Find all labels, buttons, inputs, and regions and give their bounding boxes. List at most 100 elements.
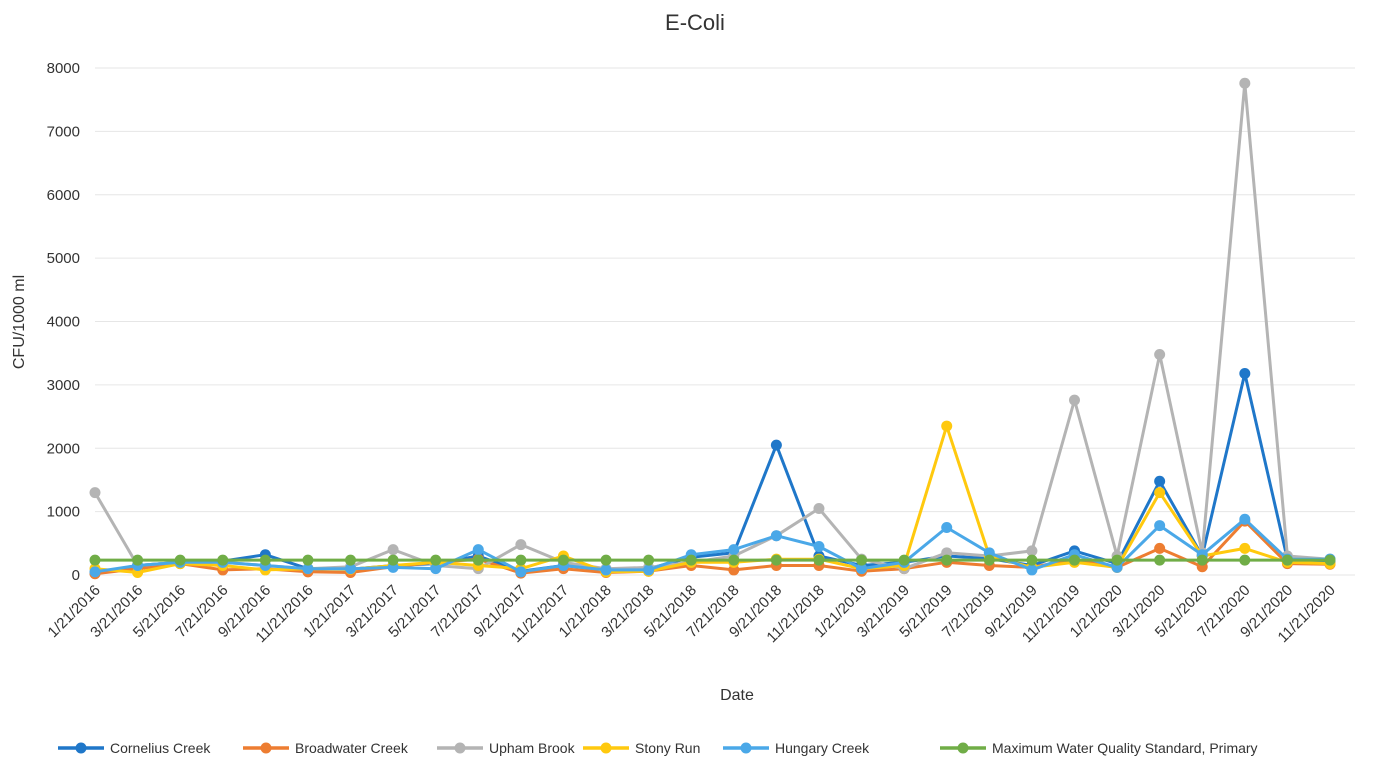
- data-point: [941, 554, 953, 566]
- data-point: [770, 530, 782, 542]
- data-point: [1026, 545, 1038, 557]
- gridlines: [95, 67, 1355, 576]
- data-point: [685, 554, 697, 566]
- data-point: [472, 554, 484, 566]
- series-line: [94, 372, 1331, 575]
- data-point: [1239, 367, 1251, 379]
- legend-label: Stony Run: [635, 740, 700, 756]
- series-5: [89, 554, 1336, 566]
- data-point: [813, 554, 825, 566]
- y-tick-label: 0: [72, 567, 80, 584]
- legend-swatch-marker: [740, 742, 752, 754]
- legend-swatch-marker: [260, 742, 272, 754]
- legend-item: Upham Brook: [437, 740, 576, 756]
- data-point: [1239, 77, 1251, 89]
- data-point: [345, 554, 357, 566]
- legend-label: Maximum Water Quality Standard, Primary: [992, 740, 1258, 756]
- data-point: [345, 563, 357, 575]
- legend-label: Cornelius Creek: [110, 740, 211, 756]
- data-point: [515, 566, 527, 578]
- data-point: [89, 487, 101, 499]
- series-line: [94, 519, 1331, 576]
- data-point: [1026, 564, 1038, 576]
- y-axis-title: CFU/1000 ml: [11, 275, 28, 369]
- data-point: [1154, 348, 1166, 360]
- data-point: [941, 420, 953, 432]
- data-point: [728, 554, 740, 566]
- data-point: [515, 539, 527, 551]
- y-tick-label: 8000: [47, 60, 80, 77]
- data-point: [898, 554, 910, 566]
- y-tick-label: 5000: [47, 250, 80, 267]
- data-point: [1111, 554, 1123, 566]
- data-point: [515, 554, 527, 566]
- legend-item: Broadwater Creek: [243, 740, 409, 756]
- data-point: [643, 564, 655, 576]
- legend-label: Broadwater Creek: [295, 740, 409, 756]
- data-point: [1239, 554, 1251, 566]
- legend-item: Hungary Creek: [723, 740, 870, 756]
- data-point: [89, 566, 101, 578]
- x-axis-ticks: 1/21/20163/21/20165/21/20167/21/20169/21…: [45, 582, 1339, 646]
- legend-label: Upham Brook: [489, 740, 576, 756]
- data-point: [1154, 520, 1166, 532]
- y-axis-ticks: 0 1000 2000 3000 4000 5000 6000 7000 8000: [47, 60, 80, 584]
- data-point: [1281, 554, 1293, 566]
- data-point: [89, 554, 101, 566]
- y-tick-label: 3000: [47, 377, 80, 394]
- data-point: [1154, 542, 1166, 554]
- data-point: [600, 554, 612, 566]
- y-tick-label: 4000: [47, 314, 80, 331]
- data-point: [302, 563, 314, 575]
- data-point: [856, 554, 868, 566]
- legend: Cornelius Creek Broadwater Creek Upham Bro…: [58, 740, 1258, 756]
- data-point: [813, 540, 825, 552]
- y-tick-label: 2000: [47, 440, 80, 457]
- legend-swatch-marker: [454, 742, 466, 754]
- legend-swatch-marker: [957, 742, 969, 754]
- y-tick-label: 1000: [47, 504, 80, 521]
- data-point: [430, 554, 442, 566]
- data-point: [132, 554, 144, 566]
- data-point: [728, 564, 740, 576]
- series-0: [89, 367, 1336, 579]
- data-point: [1068, 554, 1080, 566]
- data-point: [1154, 554, 1166, 566]
- data-point: [302, 554, 314, 566]
- data-point: [217, 554, 229, 566]
- data-point: [1154, 487, 1166, 499]
- data-point: [1196, 554, 1208, 566]
- series-layer: [89, 77, 1336, 580]
- chart-title: E-Coli: [665, 10, 725, 35]
- y-tick-label: 7000: [47, 123, 80, 140]
- legend-swatch-marker: [75, 742, 87, 754]
- legend-item: Stony Run: [583, 740, 700, 756]
- data-point: [770, 554, 782, 566]
- data-point: [1068, 394, 1080, 406]
- data-point: [813, 502, 825, 514]
- data-point: [1324, 554, 1336, 566]
- data-point: [770, 439, 782, 451]
- legend-item: Maximum Water Quality Standard, Primary: [940, 740, 1258, 756]
- data-point: [983, 554, 995, 566]
- data-point: [643, 554, 655, 566]
- data-point: [557, 554, 569, 566]
- data-point: [941, 521, 953, 533]
- data-point: [1239, 513, 1251, 525]
- data-point: [472, 544, 484, 556]
- data-point: [430, 563, 442, 575]
- data-point: [387, 544, 399, 556]
- data-point: [728, 544, 740, 556]
- data-point: [1239, 542, 1251, 554]
- y-tick-label: 6000: [47, 187, 80, 204]
- legend-swatch-marker: [600, 742, 612, 754]
- series-line: [93, 81, 1331, 571]
- data-point: [174, 554, 186, 566]
- data-point: [1026, 554, 1038, 566]
- data-point: [387, 554, 399, 566]
- data-point: [600, 564, 612, 576]
- data-point: [1154, 475, 1166, 487]
- legend-label: Hungary Creek: [775, 740, 870, 756]
